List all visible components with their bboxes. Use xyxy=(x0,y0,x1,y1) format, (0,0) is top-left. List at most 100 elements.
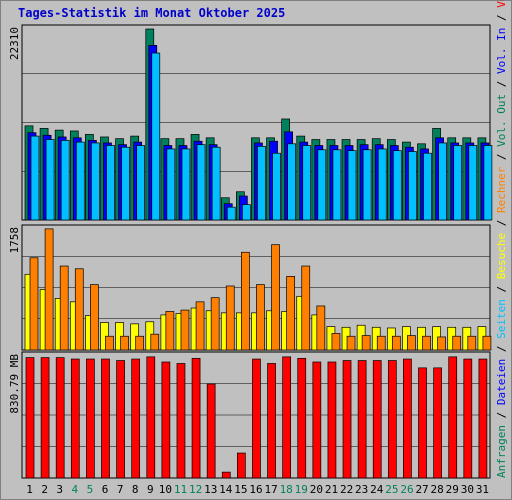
side-legend-item: Vol. In xyxy=(495,28,508,74)
side-legend-item: Anfragen xyxy=(495,425,508,478)
side-legend-item: / xyxy=(495,279,508,299)
bar-volumen-day-26 xyxy=(403,358,412,479)
y-max-label: 1758 xyxy=(8,227,21,254)
bar-volumen-day-1 xyxy=(25,357,35,479)
bar-seiten-day-25 xyxy=(392,150,402,221)
y-max-label: 830.79 MB xyxy=(8,354,21,414)
bar-volumen-day-22 xyxy=(342,360,352,479)
y-max-label: 22310 xyxy=(8,27,21,60)
x-tick-label: 4 xyxy=(72,483,79,496)
bar-volumen-day-5 xyxy=(86,358,95,479)
bar-seiten-day-15 xyxy=(242,204,251,221)
bar-rechner-day-5 xyxy=(90,284,99,351)
x-tick-label: 17 xyxy=(264,483,277,496)
bar-rechner-day-22 xyxy=(346,335,356,351)
side-legend: Anfragen / Dateien / Seiten / Besuche / … xyxy=(495,0,508,478)
x-tick-label: 8 xyxy=(132,483,139,496)
x-tick-label: 3 xyxy=(56,483,63,496)
bar-rechner-day-4 xyxy=(74,268,84,351)
bar-seiten-day-16 xyxy=(257,146,266,221)
side-legend-item: / xyxy=(495,8,508,28)
bar-volumen-day-13 xyxy=(206,383,216,479)
side-legend-item: / xyxy=(495,74,508,94)
bar-rechner-day-9 xyxy=(150,333,160,351)
bar-volumen-day-19 xyxy=(297,357,307,479)
bar-volumen-day-25 xyxy=(387,360,397,479)
bar-rechner-day-24 xyxy=(376,335,386,351)
bar-seiten-day-23 xyxy=(362,149,372,221)
bar-rechner-day-12 xyxy=(195,301,205,351)
bar-volumen-day-23 xyxy=(357,360,367,479)
bar-rechner-day-18 xyxy=(286,276,295,351)
bar-seiten-day-21 xyxy=(332,149,342,221)
bar-seiten-day-31 xyxy=(483,145,493,221)
bar-volumen-day-8 xyxy=(131,358,141,479)
bar-rechner-day-1 xyxy=(29,257,39,351)
bar-seiten-day-8 xyxy=(136,145,146,221)
bar-rechner-day-16 xyxy=(256,284,265,351)
x-tick-label: 31 xyxy=(476,483,489,496)
bar-volumen-day-21 xyxy=(327,361,337,479)
side-legend-item: Seiten xyxy=(495,299,508,339)
side-legend-item: / xyxy=(495,147,508,167)
bar-volumen-day-15 xyxy=(237,452,246,479)
bar-volumen-day-4 xyxy=(70,358,80,479)
x-tick-label: 20 xyxy=(310,483,323,496)
x-tick-label: 15 xyxy=(234,483,247,496)
bar-seiten-day-12 xyxy=(196,144,206,221)
bar-volumen-day-18 xyxy=(282,356,291,479)
bar-volumen-day-3 xyxy=(55,357,65,479)
bar-volumen-day-31 xyxy=(478,358,488,479)
bar-seiten-day-3 xyxy=(60,140,70,221)
x-tick-label: 23 xyxy=(355,483,368,496)
side-legend-item: Rechner xyxy=(495,166,508,213)
bar-volumen-day-11 xyxy=(176,363,186,479)
bar-seiten-day-30 xyxy=(468,145,478,221)
bar-volumen-day-27 xyxy=(418,367,427,479)
side-legend-item: Volumen xyxy=(495,0,508,8)
bar-seiten-day-18 xyxy=(287,143,296,221)
bar-rechner-day-29 xyxy=(452,335,462,351)
x-tick-label: 28 xyxy=(431,483,444,496)
bar-seiten-day-5 xyxy=(91,142,100,221)
x-tick-label: 30 xyxy=(461,483,474,496)
bar-volumen-day-14 xyxy=(221,471,231,479)
bar-seiten-day-27 xyxy=(423,152,432,221)
bar-rechner-day-19 xyxy=(301,265,311,351)
bar-seiten-day-4 xyxy=(75,141,85,221)
bar-seiten-day-6 xyxy=(106,145,115,221)
x-tick-label: 22 xyxy=(340,483,353,496)
x-tick-label: 19 xyxy=(295,483,308,496)
bar-seiten-day-20 xyxy=(317,149,327,221)
x-tick-label: 16 xyxy=(249,483,262,496)
bar-seiten-day-13 xyxy=(211,146,221,221)
bar-volumen-day-16 xyxy=(252,358,261,479)
bar-seiten-day-24 xyxy=(377,148,387,221)
x-tick-label: 5 xyxy=(87,483,94,496)
x-tick-label: 7 xyxy=(117,483,124,496)
bar-rechner-day-17 xyxy=(271,244,280,351)
bar-rechner-day-20 xyxy=(316,305,326,351)
bar-seiten-day-9 xyxy=(151,52,161,221)
x-tick-label: 12 xyxy=(189,483,202,496)
bar-volumen-day-24 xyxy=(372,360,382,479)
x-tick-label: 1 xyxy=(26,483,33,496)
bar-seiten-day-26 xyxy=(408,151,417,221)
bar-volumen-day-10 xyxy=(161,361,171,479)
bar-rechner-day-8 xyxy=(135,335,145,351)
bar-seiten-day-17 xyxy=(272,152,281,221)
x-tick-label: 25 xyxy=(385,483,398,496)
bar-seiten-day-1 xyxy=(30,135,40,221)
bar-rechner-day-25 xyxy=(391,335,401,351)
bar-rechner-day-27 xyxy=(422,335,431,351)
side-legend-item: Besuche xyxy=(495,233,508,279)
side-legend-item: / xyxy=(495,405,508,425)
x-tick-label: 2 xyxy=(41,483,48,496)
bar-volumen-day-30 xyxy=(463,358,473,479)
bar-volumen-day-7 xyxy=(116,360,125,479)
side-legend-item: / xyxy=(495,213,508,233)
bar-seiten-day-22 xyxy=(347,150,357,221)
x-tick-label: 29 xyxy=(446,483,459,496)
bar-rechner-day-21 xyxy=(331,333,341,351)
